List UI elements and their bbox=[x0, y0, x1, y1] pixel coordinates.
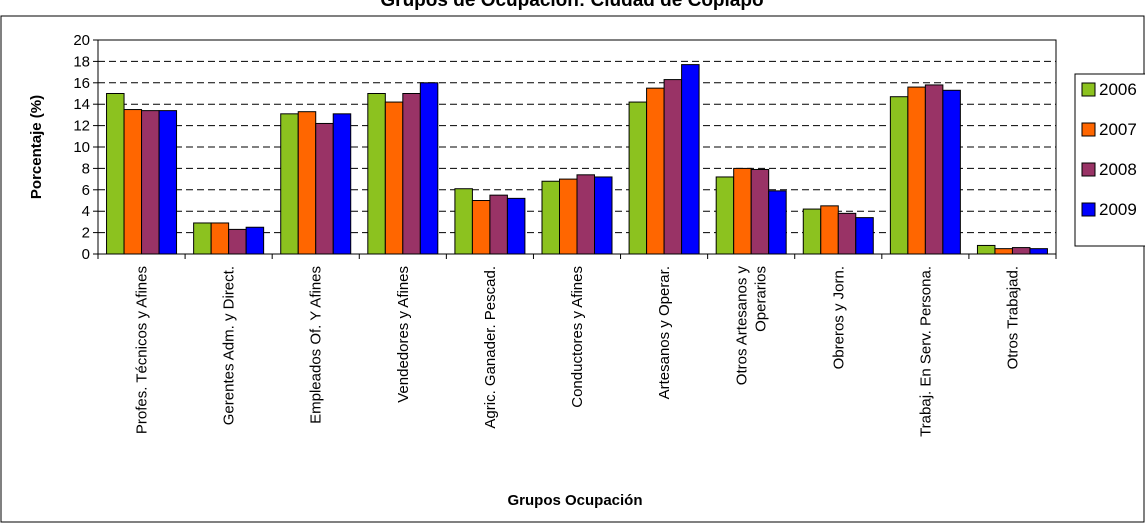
bar-2009 bbox=[245, 226, 265, 255]
bar-2008 bbox=[837, 212, 857, 255]
bar-2008 bbox=[663, 79, 683, 255]
bar-2009 bbox=[942, 89, 961, 255]
chart-title: Grupos de Ocupación: Ciudad de Copiapó bbox=[380, 0, 763, 11]
bar-2009 bbox=[681, 64, 700, 255]
bar-2006 bbox=[889, 96, 909, 255]
x-tick-label: Conductores y Afines bbox=[569, 266, 586, 408]
legend-box bbox=[1074, 73, 1145, 247]
bar-2006 bbox=[193, 222, 212, 255]
bar-2006 bbox=[106, 93, 125, 255]
svg-text:Trabaj. En Serv. Persona.: Trabaj. En Serv. Persona. bbox=[917, 266, 934, 437]
bar-2009 bbox=[158, 110, 178, 255]
bar-2007 bbox=[820, 205, 839, 255]
y-tick-label: 20 bbox=[73, 32, 90, 49]
bar-2007 bbox=[907, 86, 926, 255]
bar-2008 bbox=[1011, 247, 1031, 255]
y-tick-label: 0 bbox=[82, 246, 90, 263]
bar-2008 bbox=[315, 122, 334, 255]
bar-2008 bbox=[924, 84, 944, 255]
svg-text:Obreros y Jorn.: Obreros y Jorn. bbox=[830, 266, 847, 369]
x-tick-label: Otros Trabajad. bbox=[1004, 266, 1021, 369]
bar-2007 bbox=[384, 101, 404, 255]
y-tick-label: 18 bbox=[73, 53, 90, 70]
y-tick-label: 6 bbox=[82, 182, 90, 199]
y-tick-label: 16 bbox=[73, 75, 90, 92]
bar-2007 bbox=[646, 87, 665, 255]
bar-2007 bbox=[123, 109, 143, 255]
bar-2007 bbox=[210, 222, 230, 255]
bar-2008 bbox=[750, 168, 770, 255]
bar-2006 bbox=[454, 188, 473, 255]
bar-2009 bbox=[594, 176, 613, 255]
x-tick-label: Artesanos y Operar. bbox=[656, 266, 673, 399]
bar-2008 bbox=[228, 228, 247, 255]
x-tick-label: Obreros y Jorn. bbox=[830, 266, 847, 369]
svg-text:Conductores y Afines: Conductores y Afines bbox=[569, 266, 586, 408]
svg-text:Otros Trabajad.: Otros Trabajad. bbox=[1004, 266, 1021, 369]
bar-2007 bbox=[559, 178, 578, 255]
bar-2008 bbox=[402, 93, 421, 255]
x-axis-label: Grupos Ocupación bbox=[507, 492, 642, 509]
x-tick-label: Agric. Ganader. Pescad. bbox=[482, 266, 499, 429]
legend-label-2008: 2008 bbox=[1099, 160, 1137, 179]
legend: 2006 2007 2008 2009 bbox=[1074, 73, 1145, 247]
bar-2009 bbox=[332, 113, 352, 255]
legend-swatch-2008 bbox=[1081, 162, 1096, 177]
bar-2006 bbox=[976, 244, 996, 255]
bar-2009 bbox=[855, 217, 874, 255]
legend-label-2007: 2007 bbox=[1099, 120, 1137, 139]
bar-2006 bbox=[802, 208, 822, 255]
bar-2006 bbox=[541, 180, 560, 255]
bar-2006 bbox=[715, 176, 735, 255]
y-axis-label: Porcentaje (%) bbox=[28, 95, 45, 199]
legend-swatch-2009 bbox=[1081, 202, 1096, 217]
y-tick-label: 8 bbox=[82, 160, 90, 177]
bar-2007 bbox=[471, 200, 491, 255]
bar-2007 bbox=[297, 111, 317, 255]
bar-2009 bbox=[768, 190, 787, 255]
legend-swatch-2006 bbox=[1081, 82, 1096, 97]
bar-2007 bbox=[733, 167, 752, 255]
x-tick-label: Empleados Of. Y Afines bbox=[308, 266, 325, 424]
svg-text:Artesanos y Operar.: Artesanos y Operar. bbox=[656, 266, 673, 399]
legend-label-2009: 2009 bbox=[1099, 200, 1137, 219]
bar-2006 bbox=[280, 113, 299, 255]
y-tick-label: 10 bbox=[73, 139, 90, 156]
bar-2009 bbox=[1029, 248, 1048, 255]
svg-text:Empleados Of. Y Afines: Empleados Of. Y Afines bbox=[308, 266, 325, 424]
bar-2008 bbox=[489, 194, 508, 255]
bar-2007 bbox=[994, 248, 1013, 255]
y-tick-label: 14 bbox=[73, 96, 90, 113]
x-tick-label: Trabaj. En Serv. Persona. bbox=[917, 266, 934, 437]
x-tick-label: Otros Artesanos y Operarios bbox=[734, 266, 770, 386]
legend-swatch-2007 bbox=[1081, 122, 1096, 137]
y-tick-label: 12 bbox=[73, 118, 90, 135]
svg-text:Agric. Ganader. Pescad.: Agric. Ganader. Pescad. bbox=[482, 266, 499, 429]
svg-text:Vendedores y Afines: Vendedores y Afines bbox=[395, 266, 412, 403]
bar-2006 bbox=[367, 93, 386, 255]
svg-text:Profes. Técnicos y Afines: Profes. Técnicos y Afines bbox=[134, 266, 151, 434]
x-tick-label: Vendedores y Afines bbox=[395, 266, 412, 403]
x-tick-label: Profes. Técnicos y Afines bbox=[134, 266, 151, 434]
bar-2006 bbox=[628, 101, 648, 255]
bar-2009 bbox=[506, 197, 526, 255]
y-tick-label: 4 bbox=[82, 203, 90, 220]
legend-label-2006: 2006 bbox=[1099, 80, 1137, 99]
bar-2008 bbox=[576, 174, 595, 255]
bar-2008 bbox=[141, 110, 160, 255]
x-tick-label: Gerentes Adm. y Direct. bbox=[221, 266, 238, 425]
y-tick-label: 2 bbox=[82, 225, 90, 242]
svg-text:Gerentes Adm. y Direct.: Gerentes Adm. y Direct. bbox=[221, 266, 238, 425]
bar-2009 bbox=[419, 82, 439, 255]
